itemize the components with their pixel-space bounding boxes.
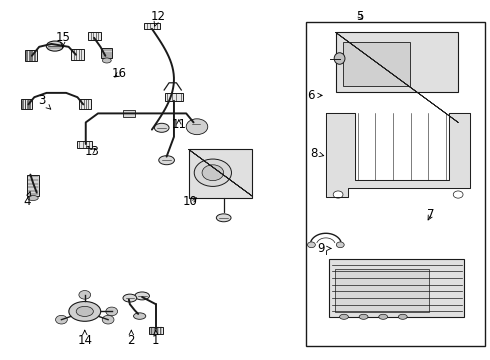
Ellipse shape <box>334 53 345 64</box>
Circle shape <box>102 315 114 324</box>
Ellipse shape <box>217 214 231 222</box>
Bar <box>343 42 411 86</box>
Circle shape <box>106 307 118 316</box>
Text: 7: 7 <box>427 208 435 221</box>
Text: 1: 1 <box>152 330 160 347</box>
Text: 10: 10 <box>183 195 197 208</box>
Circle shape <box>55 315 67 324</box>
Ellipse shape <box>159 156 174 165</box>
Text: 4: 4 <box>23 192 31 208</box>
Bar <box>165 93 183 101</box>
Ellipse shape <box>154 123 169 132</box>
Circle shape <box>333 191 343 198</box>
Ellipse shape <box>359 314 368 319</box>
Circle shape <box>453 191 463 198</box>
Circle shape <box>308 242 316 248</box>
Text: 3: 3 <box>38 94 51 109</box>
Bar <box>329 259 464 317</box>
Circle shape <box>202 165 223 181</box>
Bar <box>336 32 458 92</box>
Bar <box>79 99 91 109</box>
Text: 11: 11 <box>172 118 186 131</box>
Ellipse shape <box>189 120 203 129</box>
Ellipse shape <box>398 314 407 319</box>
Ellipse shape <box>379 314 388 319</box>
Bar <box>189 149 252 198</box>
Circle shape <box>336 242 344 248</box>
Ellipse shape <box>123 294 137 302</box>
Bar <box>122 110 135 117</box>
Text: 14: 14 <box>77 330 92 347</box>
Text: 13: 13 <box>85 145 99 158</box>
Text: 6: 6 <box>307 89 322 102</box>
Text: 8: 8 <box>310 147 324 159</box>
Bar <box>77 141 92 148</box>
Text: 15: 15 <box>55 31 70 47</box>
Circle shape <box>186 119 208 135</box>
Ellipse shape <box>46 41 64 51</box>
Bar <box>88 32 101 40</box>
Bar <box>335 269 430 312</box>
Bar <box>306 22 485 346</box>
Ellipse shape <box>102 58 111 63</box>
Ellipse shape <box>69 302 101 321</box>
Text: 9: 9 <box>317 242 331 255</box>
Ellipse shape <box>135 292 149 300</box>
Ellipse shape <box>340 314 348 319</box>
Text: 12: 12 <box>151 10 166 26</box>
Text: 16: 16 <box>112 67 126 80</box>
Ellipse shape <box>27 195 38 201</box>
Bar <box>144 23 160 29</box>
Polygon shape <box>326 113 470 197</box>
Bar <box>27 175 39 196</box>
Bar <box>101 48 112 58</box>
Circle shape <box>79 291 91 299</box>
Bar <box>24 50 37 61</box>
Ellipse shape <box>76 306 93 316</box>
Text: 5: 5 <box>356 10 364 23</box>
Bar <box>149 327 163 334</box>
Text: 2: 2 <box>127 330 135 347</box>
Bar <box>21 99 32 109</box>
Bar <box>72 49 83 60</box>
Circle shape <box>194 159 231 186</box>
Ellipse shape <box>133 313 146 319</box>
